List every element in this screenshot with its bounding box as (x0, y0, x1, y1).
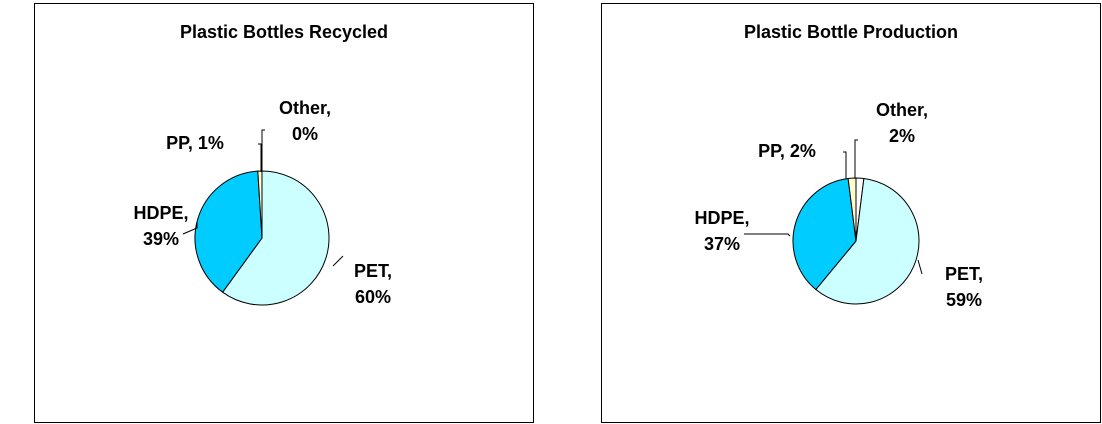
data-label-other: Other, 2% (876, 100, 928, 146)
data-label-pp: PP, 1% (166, 133, 224, 153)
leader-line-pet (332, 255, 344, 267)
chart-title: Plastic Bottles Recycled (179, 22, 389, 42)
pie-chart-recycled: PET, 60% HDPE, 39% PP, 1% Other, 0% (133, 98, 392, 307)
pie-slice-pet (221, 170, 330, 306)
leader-line-hdpe (744, 233, 791, 237)
leader-line-pp (843, 151, 847, 179)
data-label-hdpe: HDPE, 37% (694, 208, 749, 254)
leader-line-pet (917, 259, 923, 275)
leader-line-other (261, 129, 265, 172)
pie-slice-pet (815, 177, 920, 305)
pie-slice-hdpe (194, 170, 263, 293)
leader-line-other (854, 139, 858, 178)
pie-chart-production: PET, 59% HDPE, 37% PP, 2% Other, 2% (694, 100, 983, 310)
pie-slice-hdpe (792, 177, 857, 291)
chart-panel-recycled: Plastic Bottles Recycled PET, 60% HDPE, 39%… (34, 3, 534, 423)
data-label-pp: PP, 2% (758, 141, 816, 161)
data-label-pet: PET, 60% (354, 261, 392, 307)
leader-line-pp (258, 143, 262, 172)
data-label-hdpe: HDPE, 39% (133, 203, 188, 249)
chart-title: Plastic Bottle Production (743, 22, 959, 42)
leader-line-hdpe (182, 222, 198, 235)
chart-panel-production: Plastic Bottle Production PET, 59% HDPE, 37… (601, 3, 1101, 423)
data-label-other: Other, 0% (279, 98, 331, 144)
data-label-pet: PET, 59% (945, 264, 983, 310)
pie-slice-pp (847, 177, 857, 242)
